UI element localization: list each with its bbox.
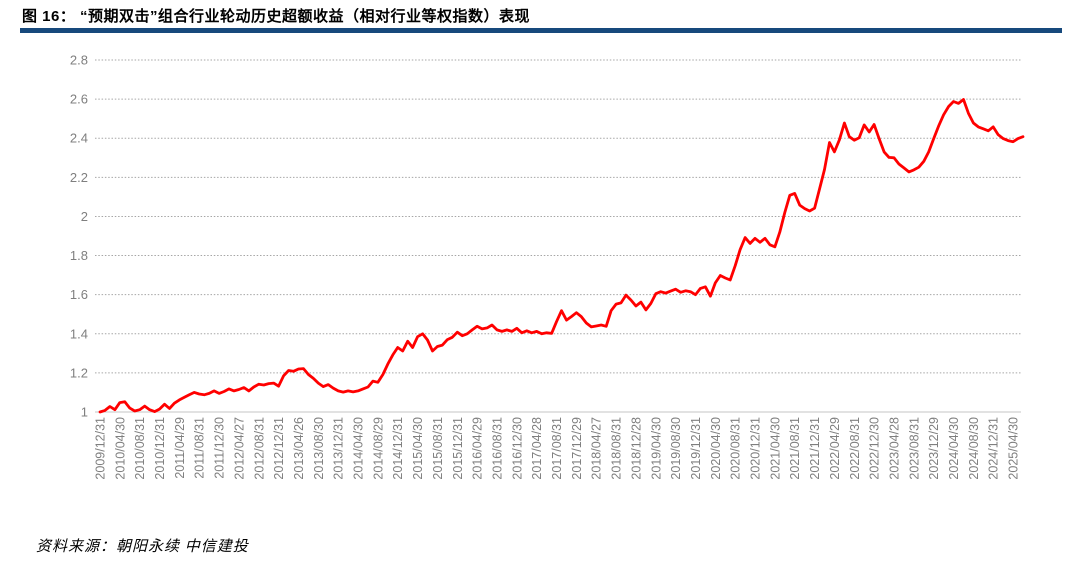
- x-tick-label: 2020/08/31: [729, 417, 743, 480]
- x-tick-label: 2011/12/30: [213, 417, 227, 479]
- x-tick-label: 2016/08/31: [491, 417, 505, 480]
- x-tick-label: 2017/08/31: [550, 417, 564, 480]
- x-tick-label: 2009/12/31: [94, 417, 108, 480]
- y-tick-label: 2.2: [70, 170, 88, 185]
- y-tick-label: 1.4: [70, 326, 88, 341]
- x-tick-label: 2024/08/30: [967, 417, 981, 480]
- x-tick-label: 2021/04/30: [768, 417, 782, 480]
- y-tick-label: 2.6: [70, 92, 88, 107]
- y-tick-label: 2: [81, 209, 88, 224]
- x-tick-label: 2012/04/27: [232, 417, 246, 480]
- x-tick-label: 2015/04/30: [411, 417, 425, 480]
- x-tick-label: 2013/12/31: [332, 417, 346, 480]
- x-tick-label: 2016/04/29: [471, 417, 485, 480]
- x-tick-label: 2017/12/29: [570, 417, 584, 480]
- y-tick-label: 2.8: [70, 53, 88, 68]
- x-tick-label: 2018/08/31: [610, 417, 624, 480]
- y-tick-label: 1: [81, 405, 88, 420]
- x-tick-label: 2021/08/31: [788, 417, 802, 480]
- x-tick-label: 2024/04/30: [947, 417, 961, 480]
- x-tick-label: 2013/08/30: [312, 417, 326, 480]
- x-tick-label: 2010/04/30: [113, 417, 127, 480]
- x-tick-label: 2014/04/30: [352, 417, 366, 480]
- x-tick-label: 2016/12/30: [510, 417, 524, 480]
- x-tick-label: 2024/12/31: [987, 417, 1001, 480]
- excess-return-series-line: [98, 98, 1025, 414]
- x-tick-label: 2015/08/31: [431, 417, 445, 480]
- x-tick-label: 2012/08/31: [252, 417, 266, 480]
- y-tick-label: 1.6: [70, 287, 88, 302]
- x-tick-label: 2022/08/31: [848, 417, 862, 480]
- x-tick-label: 2023/08/31: [907, 417, 921, 480]
- y-tick-label: 1.8: [70, 248, 88, 263]
- y-tick-label: 2.4: [70, 131, 88, 146]
- x-tick-label: 2010/12/31: [153, 417, 167, 480]
- x-tick-label: 2023/04/28: [888, 417, 902, 480]
- x-tick-label: 2012/12/31: [272, 417, 286, 480]
- x-tick-label: 2010/08/31: [133, 417, 147, 480]
- x-tick-label: 2018/12/28: [629, 417, 643, 480]
- x-tick-label: 2019/04/30: [649, 417, 663, 480]
- x-tick-label: 2014/12/31: [391, 417, 405, 480]
- x-tick-label: 2025/04/30: [1007, 417, 1021, 480]
- x-tick-label: 2011/08/31: [193, 417, 207, 479]
- data-source-note: 资料来源：朝阳永续 中信建投: [36, 539, 249, 555]
- x-tick-label: 2022/12/30: [868, 417, 882, 480]
- x-tick-label: 2020/04/30: [709, 417, 723, 480]
- x-tick-label: 2020/12/31: [749, 417, 763, 480]
- x-tick-label: 2014/08/29: [371, 417, 385, 480]
- x-tick-label: 2022/04/29: [828, 417, 842, 480]
- x-tick-label: 2021/12/31: [808, 417, 822, 480]
- x-tick-label: 2017/04/28: [530, 417, 544, 480]
- x-tick-label: 2013/04/26: [292, 417, 306, 480]
- x-tick-label: 2015/12/31: [451, 417, 465, 480]
- x-tick-label: 2018/04/27: [590, 417, 604, 480]
- x-tick-label: 2011/04/29: [173, 417, 187, 479]
- x-tick-label: 2019/08/30: [669, 417, 683, 480]
- x-tick-label: 2019/12/31: [689, 417, 703, 480]
- figure-title: 图 16： “预期双击”组合行业轮动历史超额收益（相对行业等权指数）表现: [22, 8, 531, 25]
- y-tick-label: 1.2: [70, 365, 88, 380]
- x-tick-label: 2023/12/29: [927, 417, 941, 480]
- title-divider-rule: [20, 28, 1062, 33]
